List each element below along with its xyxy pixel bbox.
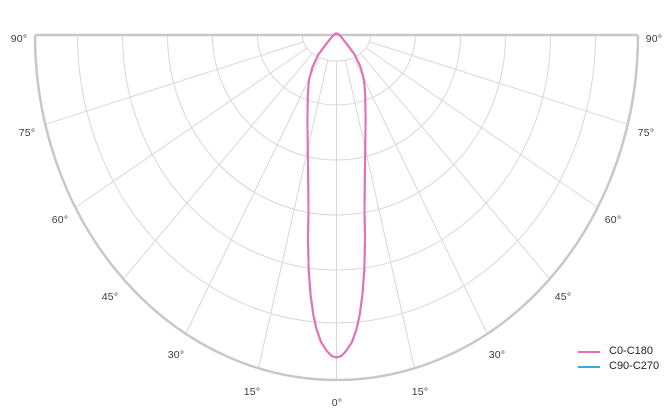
angle-tick-0: 0° xyxy=(331,397,343,409)
legend-row-c0-c180: C0-C180 xyxy=(578,346,659,357)
angle-tick-left-60: 60° xyxy=(51,214,69,226)
polar-grid xyxy=(33,33,640,382)
grid-ray-left-75 xyxy=(45,41,304,125)
grid-ray-right-15 xyxy=(344,60,416,369)
c0-c180-line-swatch xyxy=(578,350,600,353)
angle-tick-left-45: 45° xyxy=(101,291,119,303)
legend-row-c90-c270: C90-C270 xyxy=(578,361,659,372)
angle-tick-right-45: 45° xyxy=(554,291,572,303)
legend-label-c0-c180: C0-C180 xyxy=(609,345,654,357)
angle-tick-left-75: 75° xyxy=(18,127,36,139)
angle-tick-left-15: 15° xyxy=(243,386,261,398)
angle-tick-right-30: 30° xyxy=(488,349,506,361)
angle-tick-left-90: 90° xyxy=(10,33,28,45)
angle-tick-right-60: 60° xyxy=(604,214,622,226)
angle-tick-right-15: 15° xyxy=(411,386,429,398)
grid-ray-left-30 xyxy=(185,57,320,334)
c0-c180-curve xyxy=(306,32,367,359)
grid-ray-right-30 xyxy=(353,57,488,334)
grid-ring-1 xyxy=(302,34,371,62)
legend: C0-C180 C90-C270 xyxy=(578,346,659,372)
grid-ray-left-15 xyxy=(257,60,329,369)
intensity-curves xyxy=(306,32,367,359)
c90-c270-line-swatch xyxy=(578,365,600,368)
legend-label-c90-c270: C90-C270 xyxy=(609,360,660,372)
angle-tick-right-90: 90° xyxy=(645,33,663,45)
grid-ray-right-75 xyxy=(369,41,628,125)
grid-ray-left-45 xyxy=(122,53,313,280)
grid-ray-left-60 xyxy=(75,47,308,208)
angle-tick-right-75: 75° xyxy=(637,127,655,139)
outer-boundary-arc xyxy=(33,34,640,382)
grid-ray-right-45 xyxy=(360,53,551,280)
grid-ray-right-60 xyxy=(365,47,598,208)
angle-tick-left-30: 30° xyxy=(167,349,185,361)
